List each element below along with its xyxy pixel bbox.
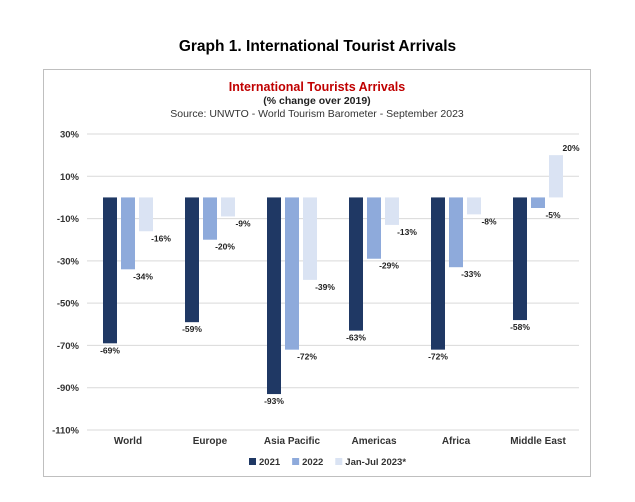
bar — [185, 197, 199, 323]
bars — [103, 155, 563, 395]
chart-subtitle: (% change over 2019) — [263, 95, 370, 107]
y-tick-label: -90% — [57, 383, 80, 394]
legend-label: Jan-Jul 2023* — [345, 457, 406, 468]
page-heading: Graph 1. International Tourist Arrivals — [178, 38, 457, 55]
y-tick-label: -70% — [57, 341, 80, 352]
data-label: -5% — [545, 210, 561, 220]
data-label: -58% — [510, 322, 530, 332]
legend: 2021 2022 Jan-Jul 2023* — [249, 457, 406, 468]
y-tick-label: 10% — [60, 172, 80, 183]
bar — [221, 197, 235, 217]
data-label: -9% — [235, 218, 251, 228]
bar — [349, 197, 363, 331]
chart-source: Source: UNWTO - World Tourism Barometer … — [170, 108, 464, 120]
data-label: -33% — [461, 269, 481, 279]
data-label: -16% — [151, 233, 171, 243]
y-tick-label: 30% — [60, 130, 80, 141]
x-tick-label: Asia Pacific — [264, 436, 321, 447]
chart-title: International Tourists Arrivals — [229, 80, 405, 94]
y-axis: 30% 10% -10% -30% -50% -70% -90% -110% — [52, 130, 79, 437]
bar — [431, 197, 445, 350]
bar — [267, 197, 281, 395]
data-label: -29% — [379, 261, 399, 271]
chart-frame: International Tourists Arrivals (% chang… — [43, 69, 591, 477]
x-tick-label: Europe — [193, 436, 228, 447]
legend-swatch — [249, 458, 256, 465]
bar — [531, 197, 545, 208]
bar — [285, 197, 299, 350]
bar — [103, 197, 117, 344]
bar — [203, 197, 217, 240]
bar — [121, 197, 135, 270]
bar — [367, 197, 381, 259]
gridlines — [87, 133, 579, 431]
data-label: -69% — [100, 345, 120, 355]
bar — [513, 197, 527, 321]
data-label: -72% — [428, 352, 448, 362]
x-tick-label: Middle East — [510, 436, 566, 447]
data-label: -13% — [397, 227, 417, 237]
data-label: -20% — [215, 242, 235, 252]
data-label: -93% — [264, 396, 284, 406]
x-tick-label: Americas — [351, 436, 396, 447]
data-label: -34% — [133, 271, 153, 281]
bar — [449, 197, 463, 268]
x-axis: World Europe Asia Pacific Americas Africa Mid… — [114, 436, 567, 447]
data-label: -39% — [315, 282, 335, 292]
data-labels: -69% -34% -16% -59% -20% -9% -93% -72% -39% -63% -… — [100, 143, 580, 406]
bar — [139, 197, 153, 232]
legend-label: 2022 — [302, 457, 323, 468]
bar — [303, 197, 317, 280]
y-tick-label: -110% — [52, 426, 79, 437]
legend-swatch — [335, 458, 343, 465]
y-tick-label: -50% — [57, 299, 80, 310]
x-tick-label: World — [114, 436, 142, 447]
y-tick-label: -30% — [57, 256, 80, 267]
y-tick-label: -10% — [57, 214, 80, 225]
bar — [467, 197, 481, 215]
x-tick-label: Africa — [442, 436, 471, 447]
data-label: -63% — [346, 333, 366, 343]
bar-chart: International Tourists Arrivals (% chang… — [52, 80, 580, 468]
legend-label: 2021 — [259, 457, 281, 468]
data-label: -72% — [297, 352, 317, 362]
data-label: -8% — [481, 216, 497, 226]
legend-swatch — [292, 458, 300, 465]
data-label: -59% — [182, 324, 202, 334]
data-label: 20% — [562, 143, 579, 153]
bar — [385, 197, 399, 225]
bar — [549, 155, 563, 198]
